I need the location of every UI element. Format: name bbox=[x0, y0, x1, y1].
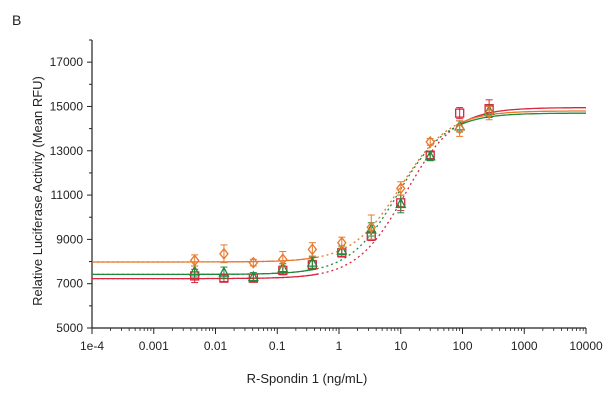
data-point-diamond bbox=[484, 107, 494, 120]
y-axis-label: Relative Luciferase Activity (Mean RFU) bbox=[30, 76, 45, 306]
fit-curve-mid bbox=[92, 122, 463, 280]
fit-curves bbox=[92, 107, 586, 280]
data-points bbox=[189, 99, 495, 284]
y-tick-label: 17000 bbox=[50, 55, 84, 69]
data-point-diamond bbox=[395, 182, 406, 195]
fit-curve-high bbox=[456, 112, 586, 128]
x-tick-label: 10000 bbox=[569, 339, 603, 353]
x-tick-label: 1e-4 bbox=[80, 339, 104, 353]
data-point-diamond bbox=[425, 135, 436, 148]
fit-curve-low bbox=[92, 273, 319, 280]
data-point-triangle bbox=[336, 244, 348, 255]
data-point-triangle bbox=[424, 149, 436, 161]
x-tick-label: 0.001 bbox=[139, 339, 169, 353]
x-tick-label: 100 bbox=[452, 339, 472, 353]
x-tick-label: 1000 bbox=[511, 339, 538, 353]
data-point-triangle bbox=[306, 256, 318, 267]
data-point-diamond bbox=[336, 236, 347, 249]
y-tick-label: 15000 bbox=[50, 99, 84, 113]
x-tick-label: 0.1 bbox=[269, 339, 286, 353]
y-tick-label: 5000 bbox=[56, 321, 83, 335]
data-point-diamond bbox=[454, 122, 465, 135]
data-point-diamond bbox=[277, 253, 288, 266]
data-point-triangle bbox=[218, 266, 230, 277]
data-point-diamond bbox=[307, 243, 318, 256]
x-axis-label: R-Spondin 1 (ng/mL) bbox=[246, 371, 368, 386]
x-tick-label: 1 bbox=[336, 339, 343, 353]
panel-label: B bbox=[12, 12, 22, 28]
x-tick-label: 0.01 bbox=[204, 339, 228, 353]
fit-curve-high bbox=[455, 107, 586, 128]
data-point-diamond bbox=[219, 247, 229, 260]
fit-curve-mid bbox=[92, 121, 463, 263]
y-tick-label: 9000 bbox=[56, 232, 83, 246]
x-tick-label: 10 bbox=[394, 339, 408, 353]
data-point-triangle bbox=[247, 270, 259, 282]
fit-curve-high bbox=[456, 110, 586, 126]
y-tick-label: 11000 bbox=[51, 188, 84, 202]
fit-curve-mid bbox=[92, 123, 463, 276]
data-point-square bbox=[455, 108, 465, 118]
y-tick-label: 13000 bbox=[50, 144, 84, 158]
data-point-triangle bbox=[189, 265, 201, 276]
data-point-triangle bbox=[395, 197, 407, 209]
data-point-diamond bbox=[248, 256, 259, 269]
data-point-diamond bbox=[366, 221, 377, 234]
y-tick-label: 7000 bbox=[56, 277, 83, 291]
data-point-diamond bbox=[189, 254, 200, 267]
